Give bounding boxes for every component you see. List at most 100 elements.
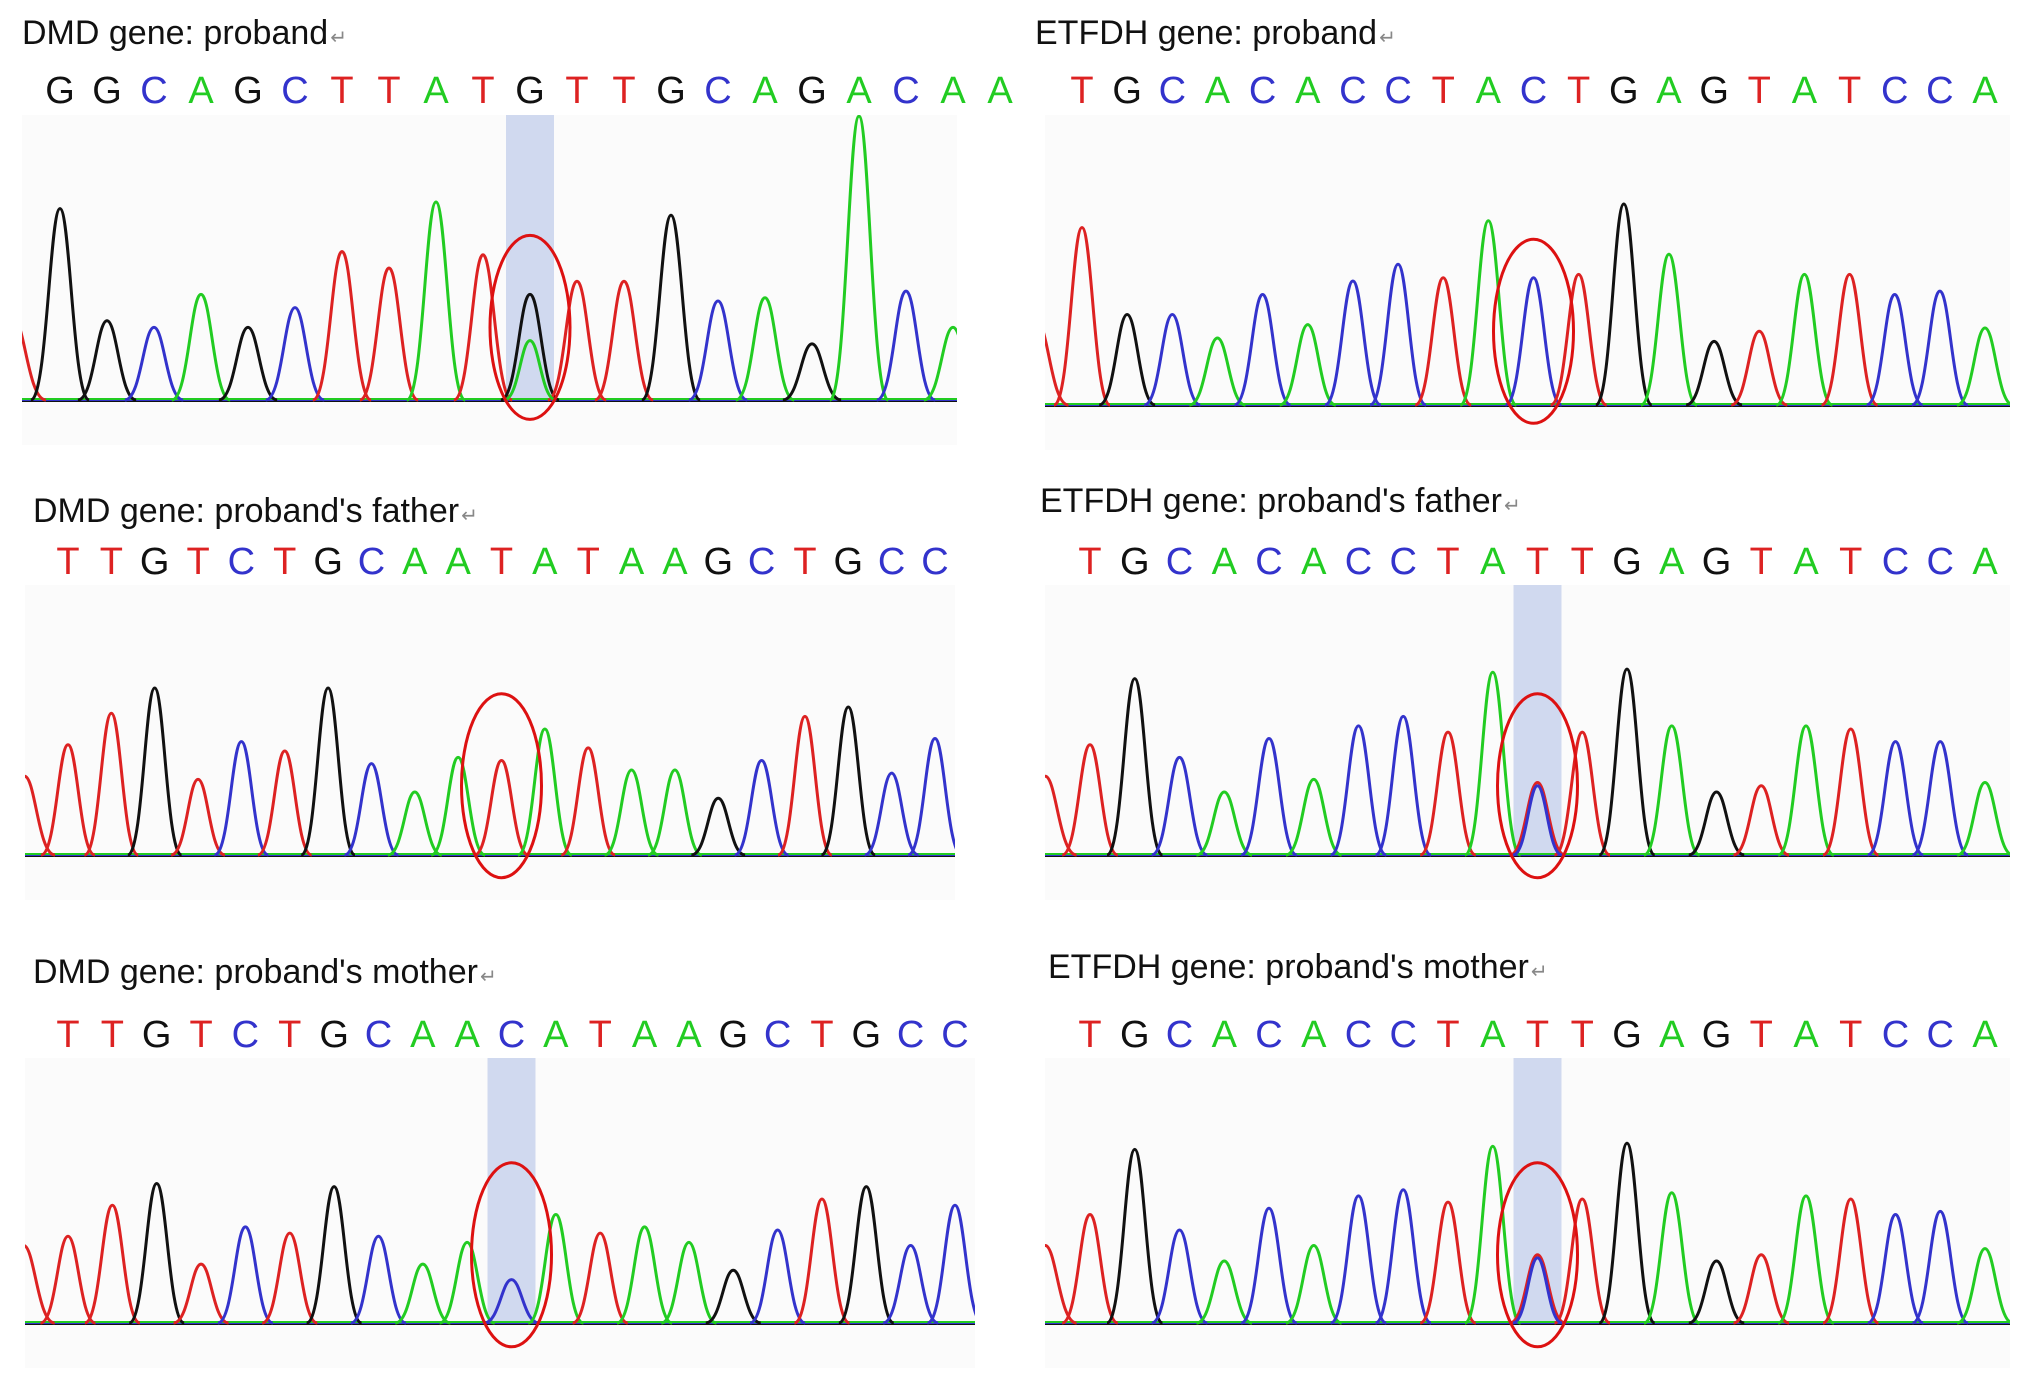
base-call: C: [231, 1014, 260, 1056]
panel-title-text: DMD gene: proband's mother: [33, 953, 478, 991]
trace-peak: [1553, 730, 1611, 857]
base-call: C: [357, 541, 386, 583]
base-call: C: [1880, 70, 1909, 112]
base-call: C: [1926, 1014, 1954, 1056]
base-call: C: [1389, 1014, 1417, 1056]
trace-peak: [1285, 777, 1343, 857]
trace-peak: [1509, 781, 1566, 857]
secondary-trace-peak: [1512, 1256, 1563, 1325]
trace-peak: [1504, 276, 1563, 407]
trace-peak: [359, 266, 419, 402]
base-call: C: [281, 70, 309, 112]
base-call: A: [1793, 1014, 1819, 1056]
trace-svg: [1045, 1058, 2010, 1349]
panel-title: ETFDH gene: proband's mother ↵: [1048, 948, 1548, 987]
variant-highlight-band: [1513, 1058, 1562, 1323]
trace-peak: [83, 711, 140, 857]
base-call: G: [1701, 1014, 1732, 1056]
base-call: G: [797, 70, 827, 112]
base-call: A: [423, 70, 449, 112]
base-call: A: [846, 70, 872, 112]
trace-peak: [1324, 279, 1382, 407]
base-call: A: [940, 70, 966, 112]
base-call: T: [1525, 541, 1550, 583]
trace-peak: [647, 768, 703, 857]
chromatogram-trace: [22, 115, 957, 445]
trace-peak: [1688, 1259, 1745, 1325]
trace-peak: [483, 1278, 540, 1325]
base-call: T: [56, 541, 80, 583]
base-call: T: [330, 70, 354, 112]
base-call: T: [1747, 70, 1771, 112]
trace-peak: [734, 758, 790, 857]
trace-peak: [1329, 1194, 1388, 1325]
panel-title-text: DMD gene: proband: [22, 14, 329, 52]
base-call: C: [877, 541, 906, 583]
panel-title-text: DMD gene: proband's father: [33, 492, 460, 530]
base-call: A: [1295, 70, 1321, 112]
return-mark: ↵: [479, 966, 497, 988]
base-call: A: [631, 1014, 658, 1056]
trace-peak: [876, 289, 936, 402]
trace-peak: [1911, 1209, 1969, 1325]
trace-peak: [261, 1231, 318, 1325]
trace-peak: [1458, 219, 1518, 407]
trace-peak: [735, 296, 795, 402]
base-call: T: [99, 541, 123, 583]
base-call: T: [278, 1014, 302, 1056]
trace-peak: [128, 1181, 186, 1325]
base-call: G: [313, 541, 343, 583]
trace-peak: [1732, 784, 1790, 857]
chromatogram-trace: [1045, 1058, 2010, 1368]
trace-peak: [705, 1268, 762, 1325]
trace-peak: [1374, 1188, 1432, 1325]
variant-highlight-band: [487, 1058, 536, 1323]
trace-peak: [473, 758, 530, 857]
base-call: T: [588, 1014, 612, 1056]
panel-title: DMD gene: proband ↵: [22, 14, 347, 53]
base-call: G: [1609, 70, 1639, 112]
base-call: G: [833, 541, 864, 583]
base-call: C: [747, 541, 776, 583]
base-call: G: [92, 70, 122, 112]
trace-peak: [517, 727, 573, 857]
trace-peak: [1061, 1212, 1119, 1325]
base-call: C: [1255, 1014, 1283, 1056]
trace-peak: [1643, 724, 1701, 857]
base-call: C: [1339, 70, 1367, 112]
trace-peak: [1640, 252, 1698, 407]
base-call: A: [532, 541, 558, 583]
trace-peak: [1597, 1141, 1657, 1325]
trace-peak: [500, 292, 560, 402]
trace-peak: [453, 253, 513, 402]
base-call: A: [1972, 1014, 1998, 1056]
base-call: A: [1791, 70, 1818, 112]
trace-peak: [1419, 730, 1477, 857]
trace-peak: [1688, 790, 1745, 857]
trace-peak: [1374, 714, 1432, 857]
trace-peak: [1822, 727, 1880, 857]
secondary-trace-peak: [503, 339, 557, 402]
variant-circle: [470, 1161, 553, 1349]
trace-peak: [777, 714, 833, 857]
trace-peak: [1643, 1191, 1701, 1325]
base-call: A: [1972, 541, 1998, 583]
base-call: G: [1612, 1014, 1642, 1056]
trace-peak: [560, 746, 616, 857]
base-call: A: [188, 70, 214, 112]
trace-peak: [1509, 1253, 1566, 1325]
base-call: C: [364, 1014, 393, 1056]
base-call: T: [1078, 1014, 1102, 1056]
base-call: C: [1344, 1014, 1373, 1056]
trace-peak: [1143, 313, 1201, 407]
base-call: A: [662, 541, 688, 583]
base-call: C: [1248, 70, 1277, 112]
trace-peak: [218, 325, 278, 402]
trace-peak: [1865, 292, 1924, 407]
base-call: G: [515, 70, 545, 112]
trace-peak: [1061, 743, 1119, 857]
trace-peak: [430, 755, 486, 857]
variant-circle: [460, 692, 543, 880]
trace-peak: [688, 299, 748, 402]
trace-peak: [312, 249, 372, 402]
